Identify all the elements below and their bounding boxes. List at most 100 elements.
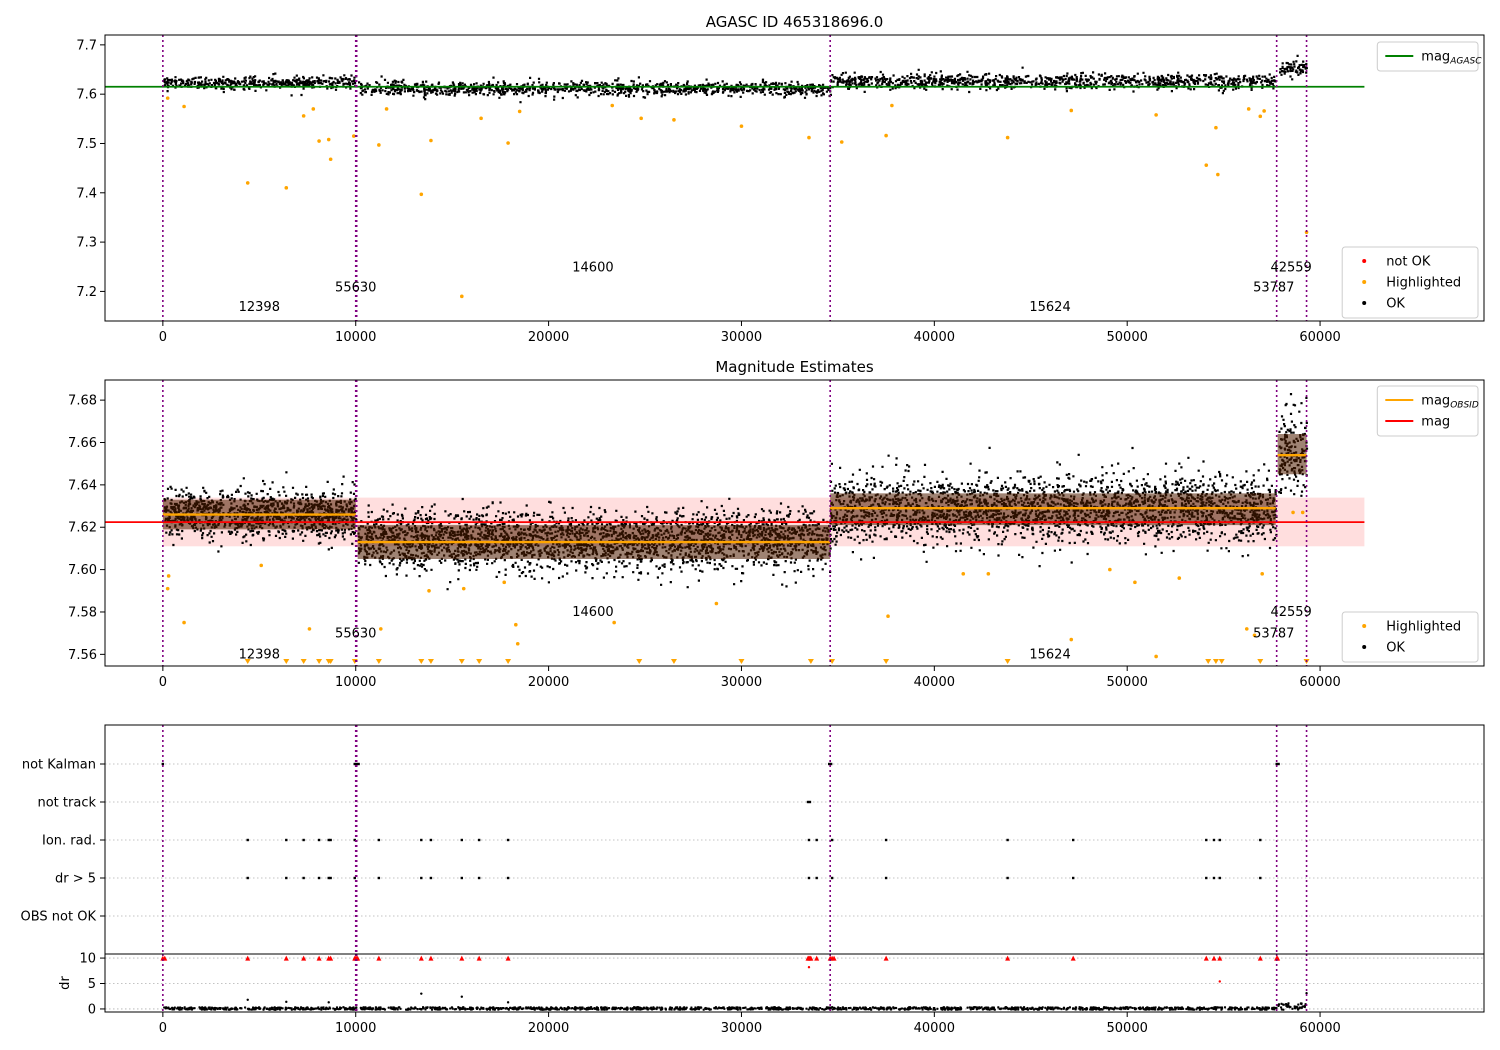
dr-capped-marker xyxy=(814,955,820,961)
flag-point xyxy=(317,838,321,842)
flag-point xyxy=(1205,838,1208,842)
y-tick-label: 7.68 xyxy=(68,394,97,409)
highlighted-point xyxy=(886,614,890,619)
clipped-point-marker xyxy=(1257,659,1264,664)
dr-panel: 0 5 10 dr 0 10000 20000 30000 40000 50000 60000 xyxy=(58,952,1485,1036)
flag-point xyxy=(327,876,330,880)
x-tick-label: 50000 xyxy=(1107,330,1148,345)
flag-point xyxy=(1275,762,1278,766)
x-tick-label: 60000 xyxy=(1299,1021,1340,1036)
clipped-point-marker xyxy=(807,659,814,664)
highlighted-point xyxy=(1260,572,1265,576)
highlighted-point xyxy=(986,572,991,576)
highlighted-point xyxy=(1069,637,1074,642)
highlighted-point xyxy=(1214,125,1218,130)
dr-capped-marker xyxy=(376,955,382,961)
y-tick-label: 7.62 xyxy=(68,521,97,536)
highlighted-point xyxy=(517,109,522,114)
flag-label: not track xyxy=(37,796,96,811)
observation-count-label: 53787 xyxy=(1253,626,1294,641)
highlighted-point xyxy=(714,601,719,606)
dr-capped-marker xyxy=(1211,955,1217,961)
highlighted-point xyxy=(384,107,389,111)
flag-point xyxy=(377,876,381,880)
dr-outlier-point xyxy=(506,1001,510,1004)
highlighted-point xyxy=(166,574,171,578)
y-tick-label: 7.2 xyxy=(76,285,97,300)
dr-capped-marker xyxy=(245,955,251,961)
flag-point xyxy=(807,876,811,880)
flag-point xyxy=(246,838,249,842)
legend-marker xyxy=(1362,301,1367,305)
axes-frame xyxy=(104,724,1485,954)
flag-point xyxy=(1006,838,1009,842)
x-tick-label: 20000 xyxy=(528,675,569,690)
highlighted-point xyxy=(739,124,744,129)
observation-count-label: 53787 xyxy=(1253,280,1294,295)
axes-frame xyxy=(104,953,1485,1013)
highlighted-point xyxy=(1069,108,1074,113)
y-tick-label: 7.3 xyxy=(76,236,97,251)
flag-point xyxy=(460,876,464,880)
axes-frame xyxy=(104,379,1485,667)
x-tick-label: 60000 xyxy=(1299,330,1340,345)
observation-count-label: 12398 xyxy=(239,648,280,663)
dr-capped-marker xyxy=(316,955,322,961)
highlighted-point xyxy=(1244,627,1249,631)
flag-point xyxy=(285,838,288,842)
dr-capped-marker xyxy=(883,955,889,961)
dr-axis-label: dr xyxy=(58,976,73,990)
observation-count-label: 55630 xyxy=(335,280,376,295)
dr-capped-marker xyxy=(283,955,289,961)
highlighted-point xyxy=(1108,567,1112,572)
highlighted-point xyxy=(1154,113,1158,117)
flag-point xyxy=(1006,876,1009,880)
legend-box xyxy=(1341,611,1479,663)
highlighted-point xyxy=(639,116,643,121)
x-tick-label: 10000 xyxy=(335,330,376,345)
highlighted-point xyxy=(301,114,306,118)
highlighted-point xyxy=(890,103,894,108)
highlighted-point xyxy=(612,620,616,625)
flag-point xyxy=(1212,876,1216,880)
highlighted-point xyxy=(429,138,433,143)
dr-capped-marker xyxy=(418,955,424,961)
magnitude-estimates-panel: Magnitude Estimates 12398 55630 14600 15624 5… xyxy=(68,358,1485,690)
highlighted-point xyxy=(307,627,312,631)
clipped-point-marker xyxy=(327,659,334,664)
highlighted-point xyxy=(610,103,615,108)
flag-point xyxy=(161,762,165,766)
clipped-point-marker xyxy=(670,659,677,664)
highlighted-point xyxy=(377,143,381,147)
highlighted-point xyxy=(427,588,431,593)
highlighted-point xyxy=(317,139,321,143)
flags-panel: not Kalman not track Ion. rad. dr > 5 OBS no… xyxy=(21,724,1485,954)
x-tick-label: 30000 xyxy=(721,330,762,345)
dr-capped-marker xyxy=(831,955,837,961)
flag-point xyxy=(377,838,381,842)
y-tick-label: 5 xyxy=(88,977,96,992)
highlighted-point xyxy=(460,294,464,299)
agasc-magnitude-panel: AGASC ID 465318696.0 12398 55630 14600 15624… xyxy=(76,13,1485,345)
legend-label: not OK xyxy=(1386,255,1431,270)
dr-outlier-point xyxy=(420,992,423,995)
highlighted-point xyxy=(1246,107,1251,111)
highlighted-point xyxy=(1154,654,1158,659)
observation-count-label: 14600 xyxy=(572,605,613,620)
flag-point xyxy=(884,838,888,842)
y-tick-label: 7.66 xyxy=(68,436,97,451)
highlighted-point xyxy=(506,141,510,145)
x-tick-label: 30000 xyxy=(721,1021,762,1036)
flag-point xyxy=(353,838,356,842)
flag-point xyxy=(808,800,812,804)
y-tick-label: 0 xyxy=(88,1002,96,1017)
clipped-point-marker xyxy=(316,659,323,664)
dr-capped-marker xyxy=(301,955,307,961)
dr-outlier-point xyxy=(460,995,464,998)
flag-point xyxy=(327,838,330,842)
y-tick-label: 7.64 xyxy=(68,478,97,493)
flag-point xyxy=(429,876,433,880)
dr-outlier-point xyxy=(327,1001,330,1004)
highlighted-point xyxy=(961,572,966,576)
highlighted-point xyxy=(182,620,186,625)
